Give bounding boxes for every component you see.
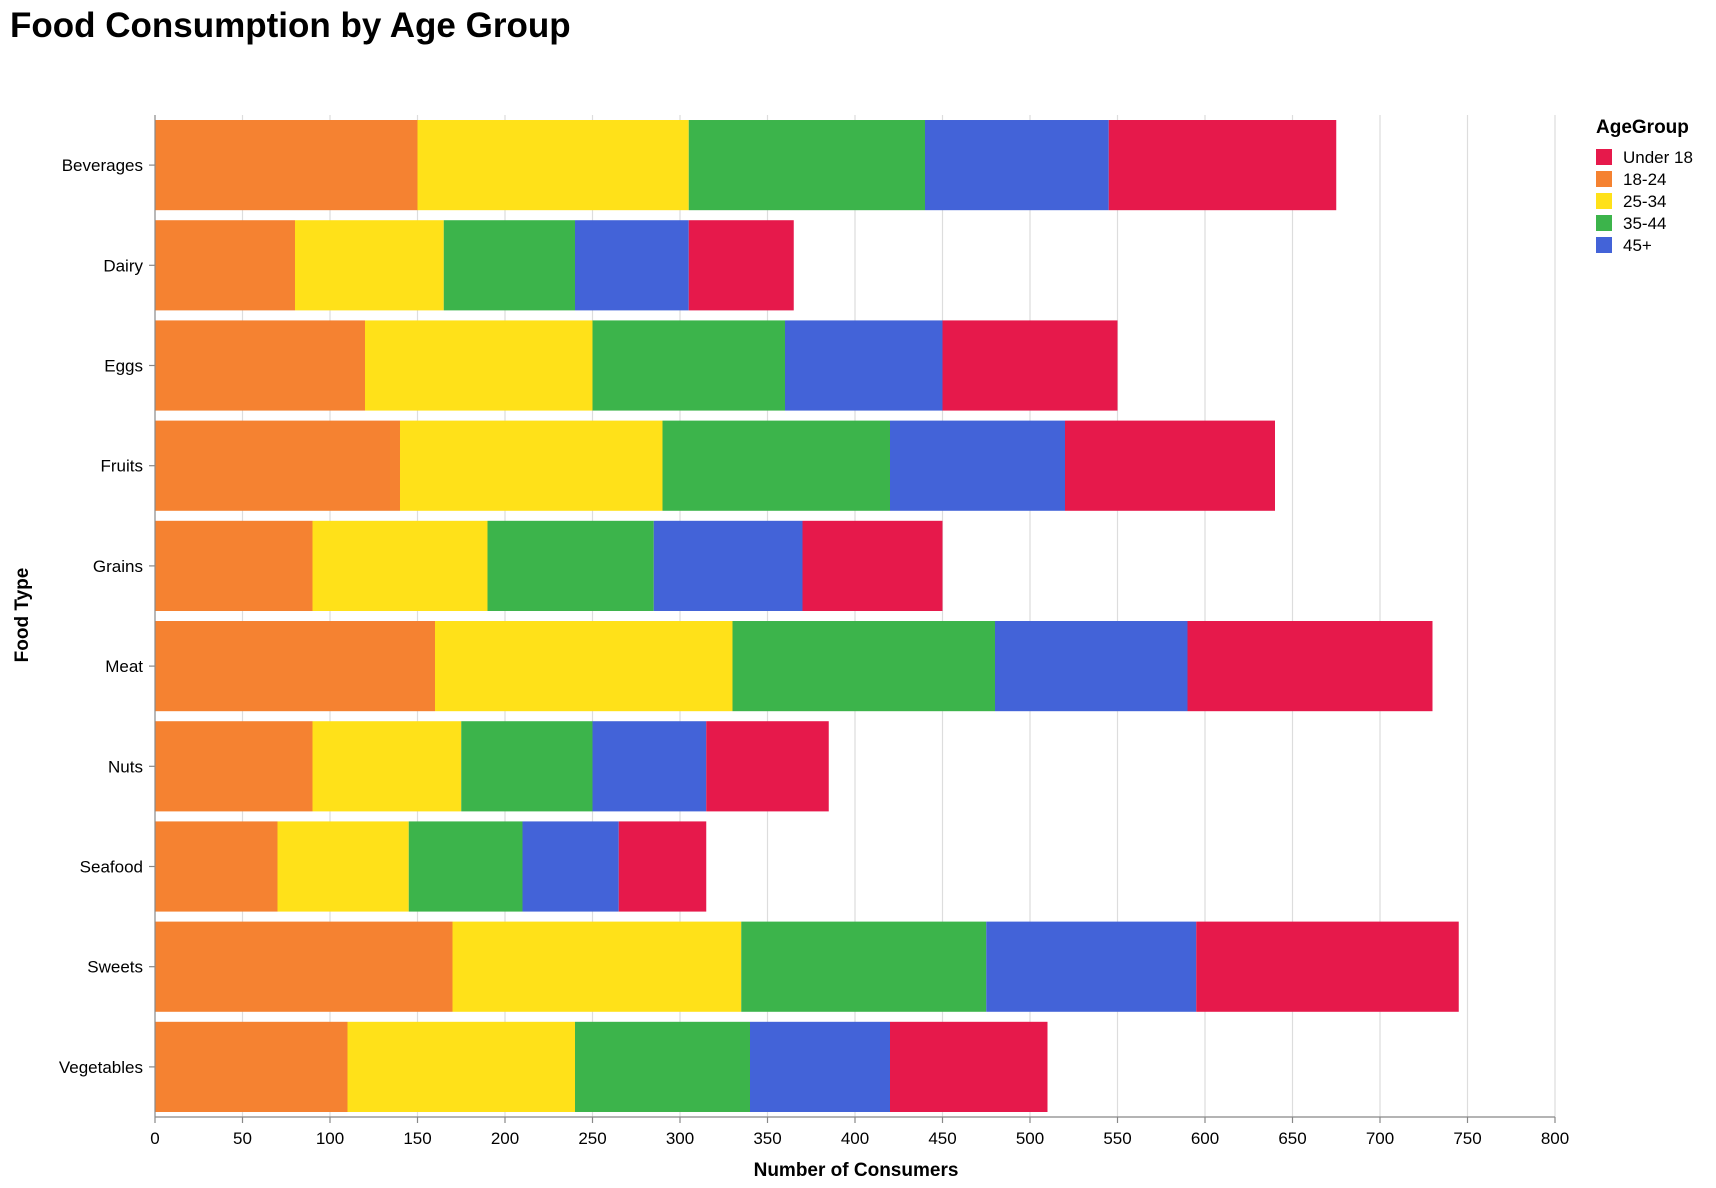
bar-grains-under-18 — [802, 520, 943, 611]
x-tick-label: 250 — [578, 1129, 606, 1148]
bar-vegetables-18-24 — [155, 1021, 348, 1112]
bar-fruits-25-34 — [400, 420, 663, 511]
x-tick-label: 500 — [1016, 1129, 1044, 1148]
legend-swatch-0 — [1596, 149, 1612, 165]
legend-label: Under 18 — [1623, 148, 1693, 167]
legend-label: 25-34 — [1623, 192, 1666, 211]
bar-fruits-45- — [890, 420, 1065, 511]
bar-grains-25-34 — [312, 520, 488, 611]
bar-eggs-18-24 — [155, 320, 365, 411]
bar-sweets-35-44 — [741, 921, 987, 1012]
bar-seafood-45- — [522, 821, 619, 912]
bar-sweets-45- — [986, 921, 1197, 1012]
x-tick-label: 450 — [928, 1129, 956, 1148]
y-tick-label: Sweets — [87, 958, 143, 977]
bar-vegetables-35-44 — [575, 1021, 750, 1112]
x-tick-label: 800 — [1541, 1129, 1569, 1148]
axes: 0 50 100 150 200 250 300 350 400 450 500 550 600 650 7… — [59, 115, 1569, 1148]
legend-title: AgeGroup — [1596, 117, 1689, 138]
bar-dairy-45- — [575, 220, 689, 311]
x-tick-label: 750 — [1453, 1129, 1481, 1148]
y-tick-label: Eggs — [104, 357, 143, 376]
y-tick-label: Seafood — [80, 858, 143, 877]
legend-swatch-1 — [1596, 171, 1612, 187]
bar-fruits-under-18 — [1065, 420, 1275, 511]
bar-meat-18-24 — [155, 621, 435, 712]
x-tick-label: 300 — [666, 1129, 694, 1148]
bar-fruits-35-44 — [662, 420, 890, 511]
y-tick-label: Fruits — [101, 457, 144, 476]
bar-nuts-35-44 — [461, 721, 593, 812]
bar-sweets-under-18 — [1196, 921, 1459, 1012]
legend-swatch-4 — [1596, 237, 1612, 253]
bar-eggs-25-34 — [365, 320, 593, 411]
x-tick-label: 400 — [841, 1129, 869, 1148]
bar-seafood-25-34 — [277, 821, 409, 912]
bar-dairy-18-24 — [155, 220, 295, 311]
legend-label: 45+ — [1623, 236, 1652, 255]
y-tick-label: Dairy — [103, 256, 143, 275]
x-tick-label: 550 — [1103, 1129, 1131, 1148]
y-axis-title: Food Type — [12, 568, 33, 663]
x-tick-label: 200 — [491, 1129, 519, 1148]
bar-fruits-18-24 — [155, 420, 400, 511]
bar-meat-under-18 — [1187, 621, 1433, 712]
bar-vegetables-under-18 — [890, 1021, 1048, 1112]
legend-label: 18-24 — [1623, 170, 1666, 189]
x-tick-label: 700 — [1366, 1129, 1394, 1148]
bar-seafood-18-24 — [155, 821, 278, 912]
y-tick-label: Vegetables — [59, 1058, 143, 1077]
bars — [155, 120, 1459, 1112]
x-tick-label: 600 — [1191, 1129, 1219, 1148]
x-tick-label: 150 — [403, 1129, 431, 1148]
x-tick-label: 0 — [150, 1129, 159, 1148]
bar-nuts-18-24 — [155, 721, 313, 812]
legend-label: 35-44 — [1623, 214, 1666, 233]
y-tick-label: Nuts — [108, 757, 143, 776]
bar-beverages-25-34 — [417, 120, 689, 211]
bar-beverages-under-18 — [1108, 120, 1337, 211]
bar-vegetables-45- — [750, 1021, 890, 1112]
bar-nuts-25-34 — [312, 721, 462, 812]
bar-beverages-35-44 — [688, 120, 925, 211]
bar-sweets-18-24 — [155, 921, 453, 1012]
bar-nuts-45- — [592, 721, 707, 812]
x-tick-label: 650 — [1278, 1129, 1306, 1148]
bar-seafood-35-44 — [408, 821, 523, 912]
bar-eggs-35-44 — [592, 320, 785, 411]
chart-title: Food Consumption by Age Group — [10, 6, 571, 45]
bar-dairy-25-34 — [295, 220, 444, 311]
bar-eggs-45- — [785, 320, 943, 411]
legend: AgeGroup Under 18 18-24 25-34 35-44 45+ — [1596, 117, 1693, 255]
bar-beverages-18-24 — [155, 120, 418, 211]
bar-grains-45- — [653, 520, 803, 611]
x-tick-label: 350 — [753, 1129, 781, 1148]
x-tick-label: 100 — [316, 1129, 344, 1148]
bar-meat-35-44 — [732, 621, 995, 712]
bar-meat-45- — [995, 621, 1188, 712]
y-tick-label: Grains — [93, 557, 143, 576]
bar-meat-25-34 — [435, 621, 733, 712]
bar-eggs-under-18 — [942, 320, 1118, 411]
y-tick-label: Meat — [105, 657, 143, 676]
bar-sweets-25-34 — [452, 921, 742, 1012]
bar-dairy-35-44 — [443, 220, 575, 311]
legend-swatch-2 — [1596, 193, 1612, 209]
legend-swatch-3 — [1596, 215, 1612, 231]
bar-grains-35-44 — [487, 520, 654, 611]
y-tick-label: Beverages — [62, 156, 143, 175]
bar-vegetables-25-34 — [347, 1021, 575, 1112]
x-tick-label: 50 — [233, 1129, 252, 1148]
bar-seafood-under-18 — [618, 821, 707, 912]
bar-dairy-under-18 — [688, 220, 794, 311]
x-axis-title: Number of Consumers — [754, 1160, 959, 1181]
bar-grains-18-24 — [155, 520, 313, 611]
bar-nuts-under-18 — [706, 721, 829, 812]
bar-beverages-45- — [925, 120, 1109, 211]
